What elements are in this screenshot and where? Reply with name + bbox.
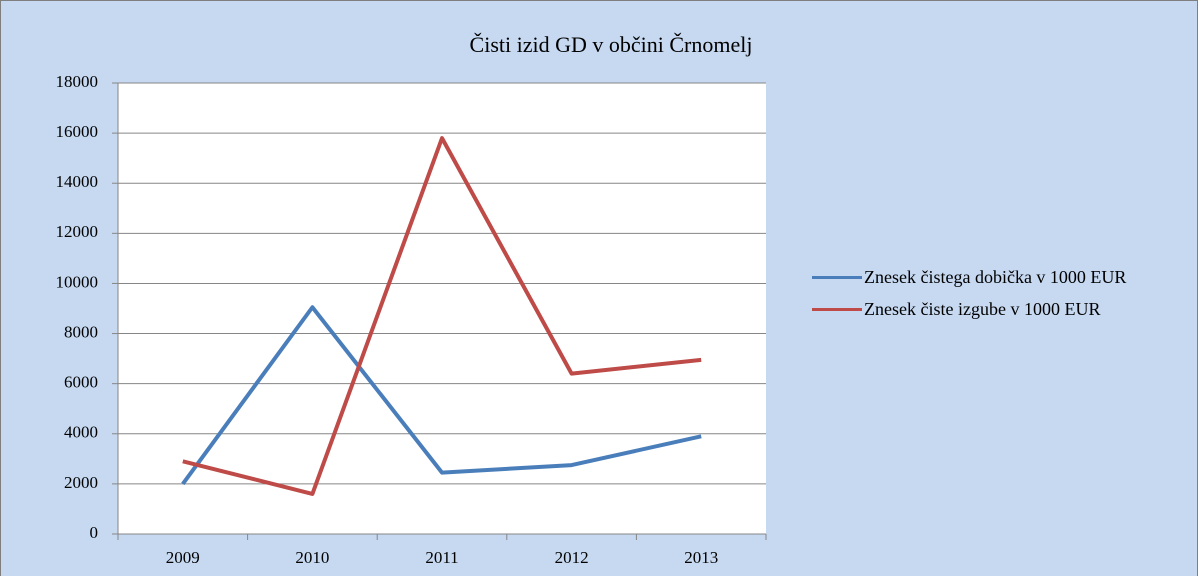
legend-item: Znesek čistega dobička v 1000 EUR — [812, 266, 1152, 288]
y-tick-label: 10000 — [56, 272, 99, 291]
y-tick-label: 12000 — [56, 222, 99, 241]
x-tick-label: 2013 — [684, 548, 718, 567]
legend-label: Znesek čistega dobička v 1000 EUR — [864, 267, 1127, 287]
legend-swatch — [812, 276, 862, 279]
x-tick-label: 2011 — [425, 548, 458, 567]
y-tick-label: 14000 — [56, 172, 99, 191]
legend-label: Znesek čiste izgube v 1000 EUR — [864, 299, 1101, 319]
legend: Znesek čistega dobička v 1000 EUR Znesek … — [812, 266, 1152, 330]
legend-swatch — [812, 308, 862, 311]
y-tick-label: 8000 — [64, 322, 98, 341]
y-tick-label: 18000 — [56, 72, 99, 91]
series-line — [181, 305, 702, 486]
x-tick-label: 2012 — [555, 548, 589, 567]
y-tick-label: 16000 — [56, 122, 99, 141]
y-tick-label: 0 — [90, 523, 99, 542]
x-tick-label: 2009 — [166, 548, 200, 567]
chart-title: Čisti izid GD v občini Črnomelj — [470, 32, 753, 57]
y-tick-label: 2000 — [64, 473, 98, 492]
y-tick-label: 4000 — [64, 423, 98, 442]
plot-area — [118, 83, 766, 534]
series-line — [182, 136, 702, 496]
x-tick-label: 2010 — [295, 548, 329, 567]
legend-item: Znesek čiste izgube v 1000 EUR — [812, 298, 1152, 320]
y-tick-label: 6000 — [64, 373, 98, 392]
